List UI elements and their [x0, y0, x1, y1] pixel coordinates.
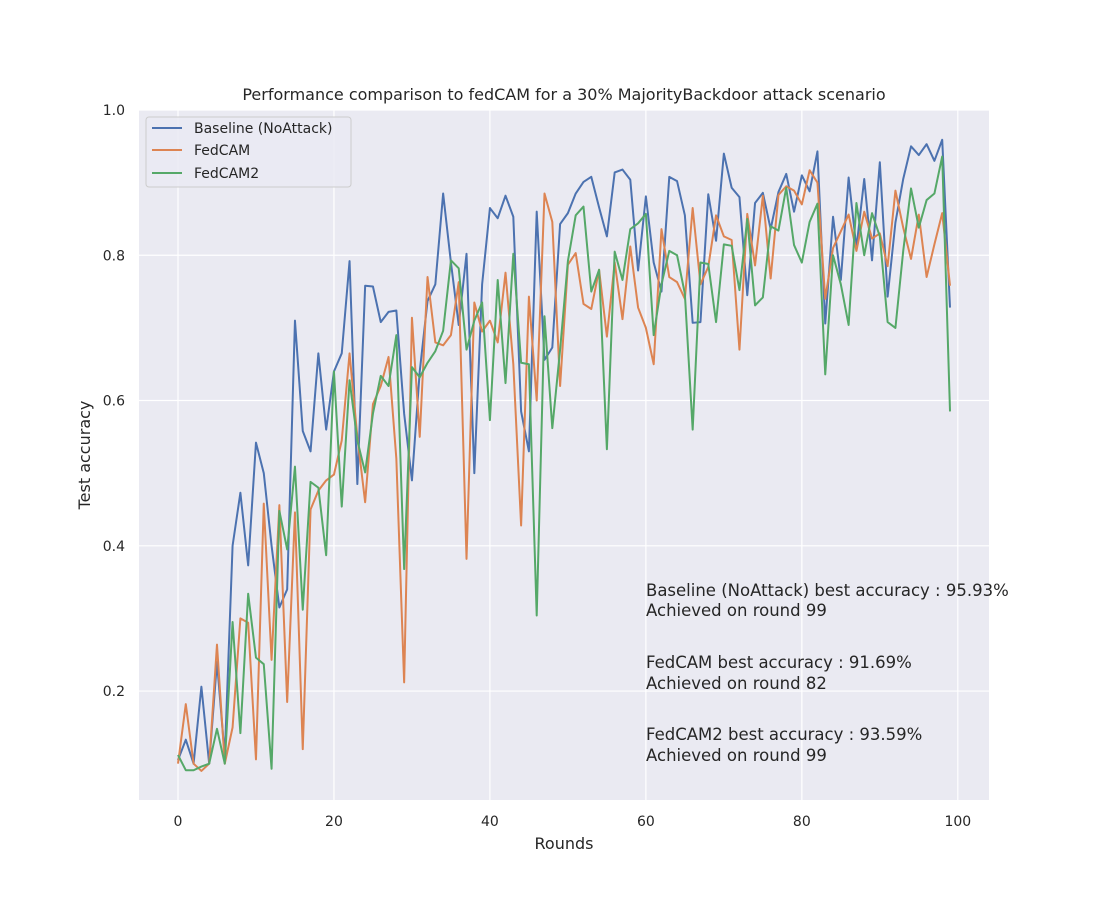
- annotation-fedcam2-best: FedCAM2 best accuracy : 93.59%: [646, 725, 922, 744]
- x-tick-labels: 0 20 40 60 80 100: [174, 814, 972, 830]
- legend-box: [145, 116, 352, 188]
- x-tick-label: 20: [325, 814, 343, 830]
- best-accuracy-annotations: Baseline (NoAttack) best accuracy : 95.9…: [646, 581, 1009, 765]
- series-lines: [176, 138, 952, 772]
- annotation-fedcam-best: FedCAM best accuracy : 91.69%: [646, 653, 912, 672]
- x-tick-label: 60: [637, 814, 655, 830]
- y-tick-label: 0.8: [103, 248, 125, 264]
- legend-label-fedcam2: FedCAM2: [194, 166, 259, 182]
- y-tick-labels: 0.2 0.4 0.6 0.8 1.0: [103, 103, 125, 700]
- y-axis-label: Test accuracy: [75, 401, 94, 511]
- x-tick-label: 100: [944, 814, 971, 830]
- chart-title: Performance comparison to fedCAM for a 3…: [242, 85, 885, 104]
- annotation-fedcam-round: Achieved on round 82: [646, 674, 827, 693]
- x-axis-label: Rounds: [535, 834, 594, 853]
- plot-area: [139, 110, 989, 800]
- y-tick-label: 0.2: [103, 684, 125, 700]
- y-tick-label: 0.4: [103, 539, 125, 555]
- annotation-baseline-round: Achieved on round 99: [646, 601, 827, 620]
- series-line-fedcam: [176, 169, 952, 772]
- y-tick-label: 0.6: [103, 394, 125, 410]
- x-tick-label: 40: [481, 814, 499, 830]
- legend-label-baseline: Baseline (NoAttack): [194, 121, 332, 137]
- annotation-fedcam2-round: Achieved on round 99: [646, 746, 827, 765]
- annotation-baseline-best: Baseline (NoAttack) best accuracy : 95.9…: [646, 581, 1009, 600]
- legend-label-fedcam: FedCAM: [194, 143, 250, 159]
- y-tick-label: 1.0: [103, 103, 125, 119]
- series-line-fedcam2: [177, 155, 952, 772]
- x-tick-label: 0: [174, 814, 183, 830]
- x-tick-label: 80: [793, 814, 811, 830]
- legend: Baseline (NoAttack) FedCAM FedCAM2: [145, 116, 352, 188]
